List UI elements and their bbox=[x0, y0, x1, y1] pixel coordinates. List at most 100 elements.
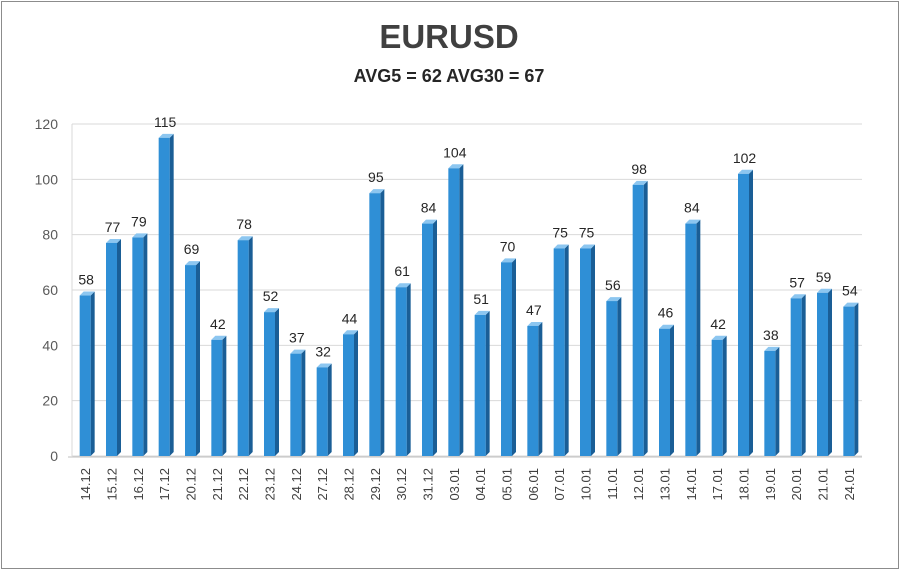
bar-front bbox=[316, 367, 328, 456]
x-tick-label: 20.01 bbox=[789, 468, 804, 501]
bar bbox=[685, 219, 701, 456]
x-tick-label: 21.01 bbox=[816, 468, 831, 501]
data-label: 47 bbox=[526, 302, 542, 318]
bar bbox=[369, 189, 385, 456]
bar-side bbox=[775, 346, 780, 456]
bar bbox=[553, 244, 569, 456]
bar bbox=[501, 258, 516, 456]
x-tick-labels: 14.12 15.12 16.12 17.12 20.12 21.12 22.12 23.12… bbox=[78, 468, 857, 501]
bar-side bbox=[354, 330, 358, 456]
bar bbox=[237, 236, 253, 456]
data-label: 77 bbox=[105, 219, 121, 235]
bar bbox=[474, 310, 490, 456]
bar-top bbox=[422, 219, 437, 224]
data-label: 56 bbox=[605, 277, 621, 293]
x-tick-label: 28.12 bbox=[342, 468, 357, 501]
bar-side bbox=[327, 363, 332, 456]
bar-front bbox=[158, 137, 170, 457]
bar-top bbox=[290, 349, 306, 354]
data-labels: 58 77 79 115 69 42 78 52 37 32 44 95 61 84 104 51 70 47 75… bbox=[78, 114, 857, 360]
x-tick-label: 31.12 bbox=[421, 468, 436, 501]
chart-subtitle: AVG5 = 62 AVG30 = 67 bbox=[353, 66, 545, 86]
bar-side bbox=[801, 294, 806, 456]
bar-top bbox=[106, 238, 121, 243]
bar-top bbox=[501, 258, 516, 263]
x-tick-label: 06.01 bbox=[526, 468, 541, 501]
bar-front bbox=[764, 350, 776, 456]
bar-side bbox=[275, 308, 279, 456]
data-label: 51 bbox=[473, 291, 489, 307]
bar-front bbox=[422, 223, 433, 456]
bar-front bbox=[790, 298, 802, 456]
x-tick-label: 12.01 bbox=[631, 468, 646, 501]
data-label: 84 bbox=[684, 200, 700, 216]
data-label: 52 bbox=[263, 288, 279, 304]
y-tick-label: 60 bbox=[42, 282, 58, 298]
bar bbox=[264, 308, 279, 456]
bar-top bbox=[316, 363, 332, 368]
y-tick-label: 0 bbox=[50, 448, 58, 464]
bar-side bbox=[117, 238, 121, 456]
data-label: 58 bbox=[78, 272, 94, 288]
bar-top bbox=[711, 335, 727, 340]
bar-top bbox=[553, 244, 569, 249]
data-label: 54 bbox=[842, 283, 858, 299]
data-label: 38 bbox=[763, 327, 779, 343]
bar-front bbox=[580, 248, 591, 456]
data-label: 84 bbox=[421, 200, 437, 216]
bar-top bbox=[659, 324, 674, 329]
bar-top bbox=[211, 335, 227, 340]
data-label: 102 bbox=[733, 150, 757, 166]
bar-front bbox=[474, 314, 486, 456]
bar-top bbox=[343, 330, 358, 335]
data-label: 95 bbox=[368, 169, 384, 185]
bar-front bbox=[843, 306, 855, 456]
bar-side bbox=[248, 236, 253, 456]
bar-top bbox=[790, 294, 806, 299]
bar-top bbox=[264, 308, 279, 313]
bar-top bbox=[738, 169, 753, 174]
data-label: 98 bbox=[631, 161, 647, 177]
bar-front bbox=[685, 223, 697, 456]
bar-front bbox=[343, 334, 354, 456]
bar-front bbox=[553, 248, 565, 456]
x-tick-label: 24.01 bbox=[842, 468, 857, 501]
x-tick-label: 03.01 bbox=[447, 468, 462, 501]
bar bbox=[422, 219, 437, 456]
bar-side bbox=[564, 244, 569, 456]
x-tick-label: 07.01 bbox=[552, 468, 567, 501]
data-label: 59 bbox=[816, 269, 832, 285]
bar-side bbox=[643, 180, 648, 456]
bar-side bbox=[90, 291, 95, 456]
data-label: 70 bbox=[500, 238, 516, 254]
x-tick-label: 23.12 bbox=[263, 468, 278, 501]
data-label: 44 bbox=[342, 310, 358, 326]
bar-front bbox=[369, 193, 381, 456]
x-tick-label: 05.01 bbox=[500, 468, 515, 501]
bar-top bbox=[132, 233, 148, 238]
bar bbox=[132, 233, 148, 456]
bar-front bbox=[738, 173, 749, 457]
bar-top bbox=[685, 219, 701, 224]
bar-top bbox=[632, 180, 648, 185]
bar-side bbox=[722, 335, 727, 456]
bar bbox=[580, 244, 595, 456]
bar bbox=[738, 169, 753, 457]
x-tick-label: 22.12 bbox=[236, 468, 251, 501]
bars bbox=[79, 133, 859, 457]
bar bbox=[343, 330, 358, 456]
bar bbox=[185, 261, 200, 456]
bar-front bbox=[237, 240, 249, 456]
y-tick-labels: 0 20 40 60 80 100 120 bbox=[35, 116, 59, 464]
bar-top bbox=[764, 346, 780, 351]
x-tick-label: 20.12 bbox=[184, 468, 199, 501]
bar-front bbox=[632, 184, 644, 456]
bar-top bbox=[448, 164, 464, 169]
data-label: 32 bbox=[315, 343, 331, 359]
bar-side bbox=[143, 233, 148, 456]
bar bbox=[211, 335, 227, 456]
bar-front bbox=[501, 262, 512, 456]
bar-side bbox=[591, 244, 595, 456]
bar-front bbox=[527, 325, 539, 456]
